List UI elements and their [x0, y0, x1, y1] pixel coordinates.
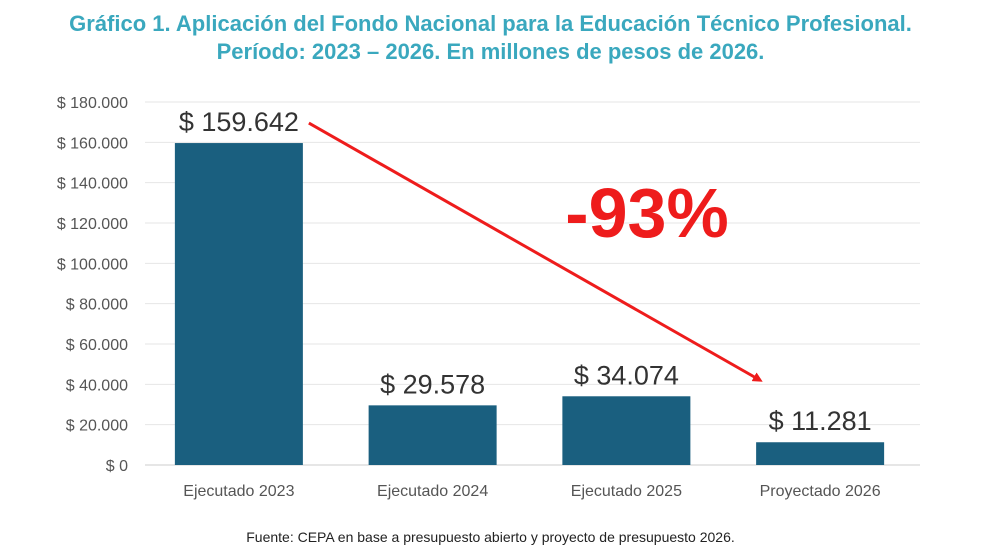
- y-tick-label: $ 60.000: [66, 337, 128, 354]
- x-tick-label: Ejecutado 2024: [377, 483, 488, 500]
- bar: [756, 442, 885, 465]
- data-label: $ 34.074: [574, 360, 679, 390]
- data-label: $ 29.578: [380, 369, 485, 399]
- chart-title-line-2: Período: 2023 – 2026. En millones de pes…: [216, 39, 765, 64]
- bar: [562, 396, 691, 465]
- source-note: Fuente: CEPA en base a presupuesto abier…: [246, 529, 735, 545]
- x-tick-label: Ejecutado 2023: [183, 483, 294, 500]
- y-tick-label: $ 0: [106, 458, 128, 475]
- chart-title-line-1: Gráfico 1. Aplicación del Fondo Nacional…: [69, 11, 912, 36]
- bar: [174, 143, 303, 465]
- y-tick-label: $ 160.000: [57, 135, 128, 152]
- data-label: $ 159.642: [179, 107, 299, 137]
- trend-arrow: [308, 121, 763, 382]
- bar: [368, 405, 497, 465]
- chart-title: Gráfico 1. Aplicación del Fondo Nacional…: [0, 10, 981, 66]
- y-tick-label: $ 80.000: [66, 297, 128, 314]
- y-tick-label: $ 40.000: [66, 377, 128, 394]
- x-tick-label: Proyectado 2026: [760, 483, 881, 500]
- y-tick-label: $ 120.000: [57, 216, 128, 233]
- data-label: $ 11.281: [769, 406, 872, 436]
- percent-change-annotation: -93%: [565, 174, 728, 252]
- y-tick-label: $ 180.000: [57, 95, 128, 112]
- y-tick-label: $ 100.000: [57, 256, 128, 273]
- y-tick-label: $ 20.000: [66, 418, 128, 435]
- x-tick-label: Ejecutado 2025: [571, 483, 682, 500]
- y-tick-label: $ 140.000: [57, 176, 128, 193]
